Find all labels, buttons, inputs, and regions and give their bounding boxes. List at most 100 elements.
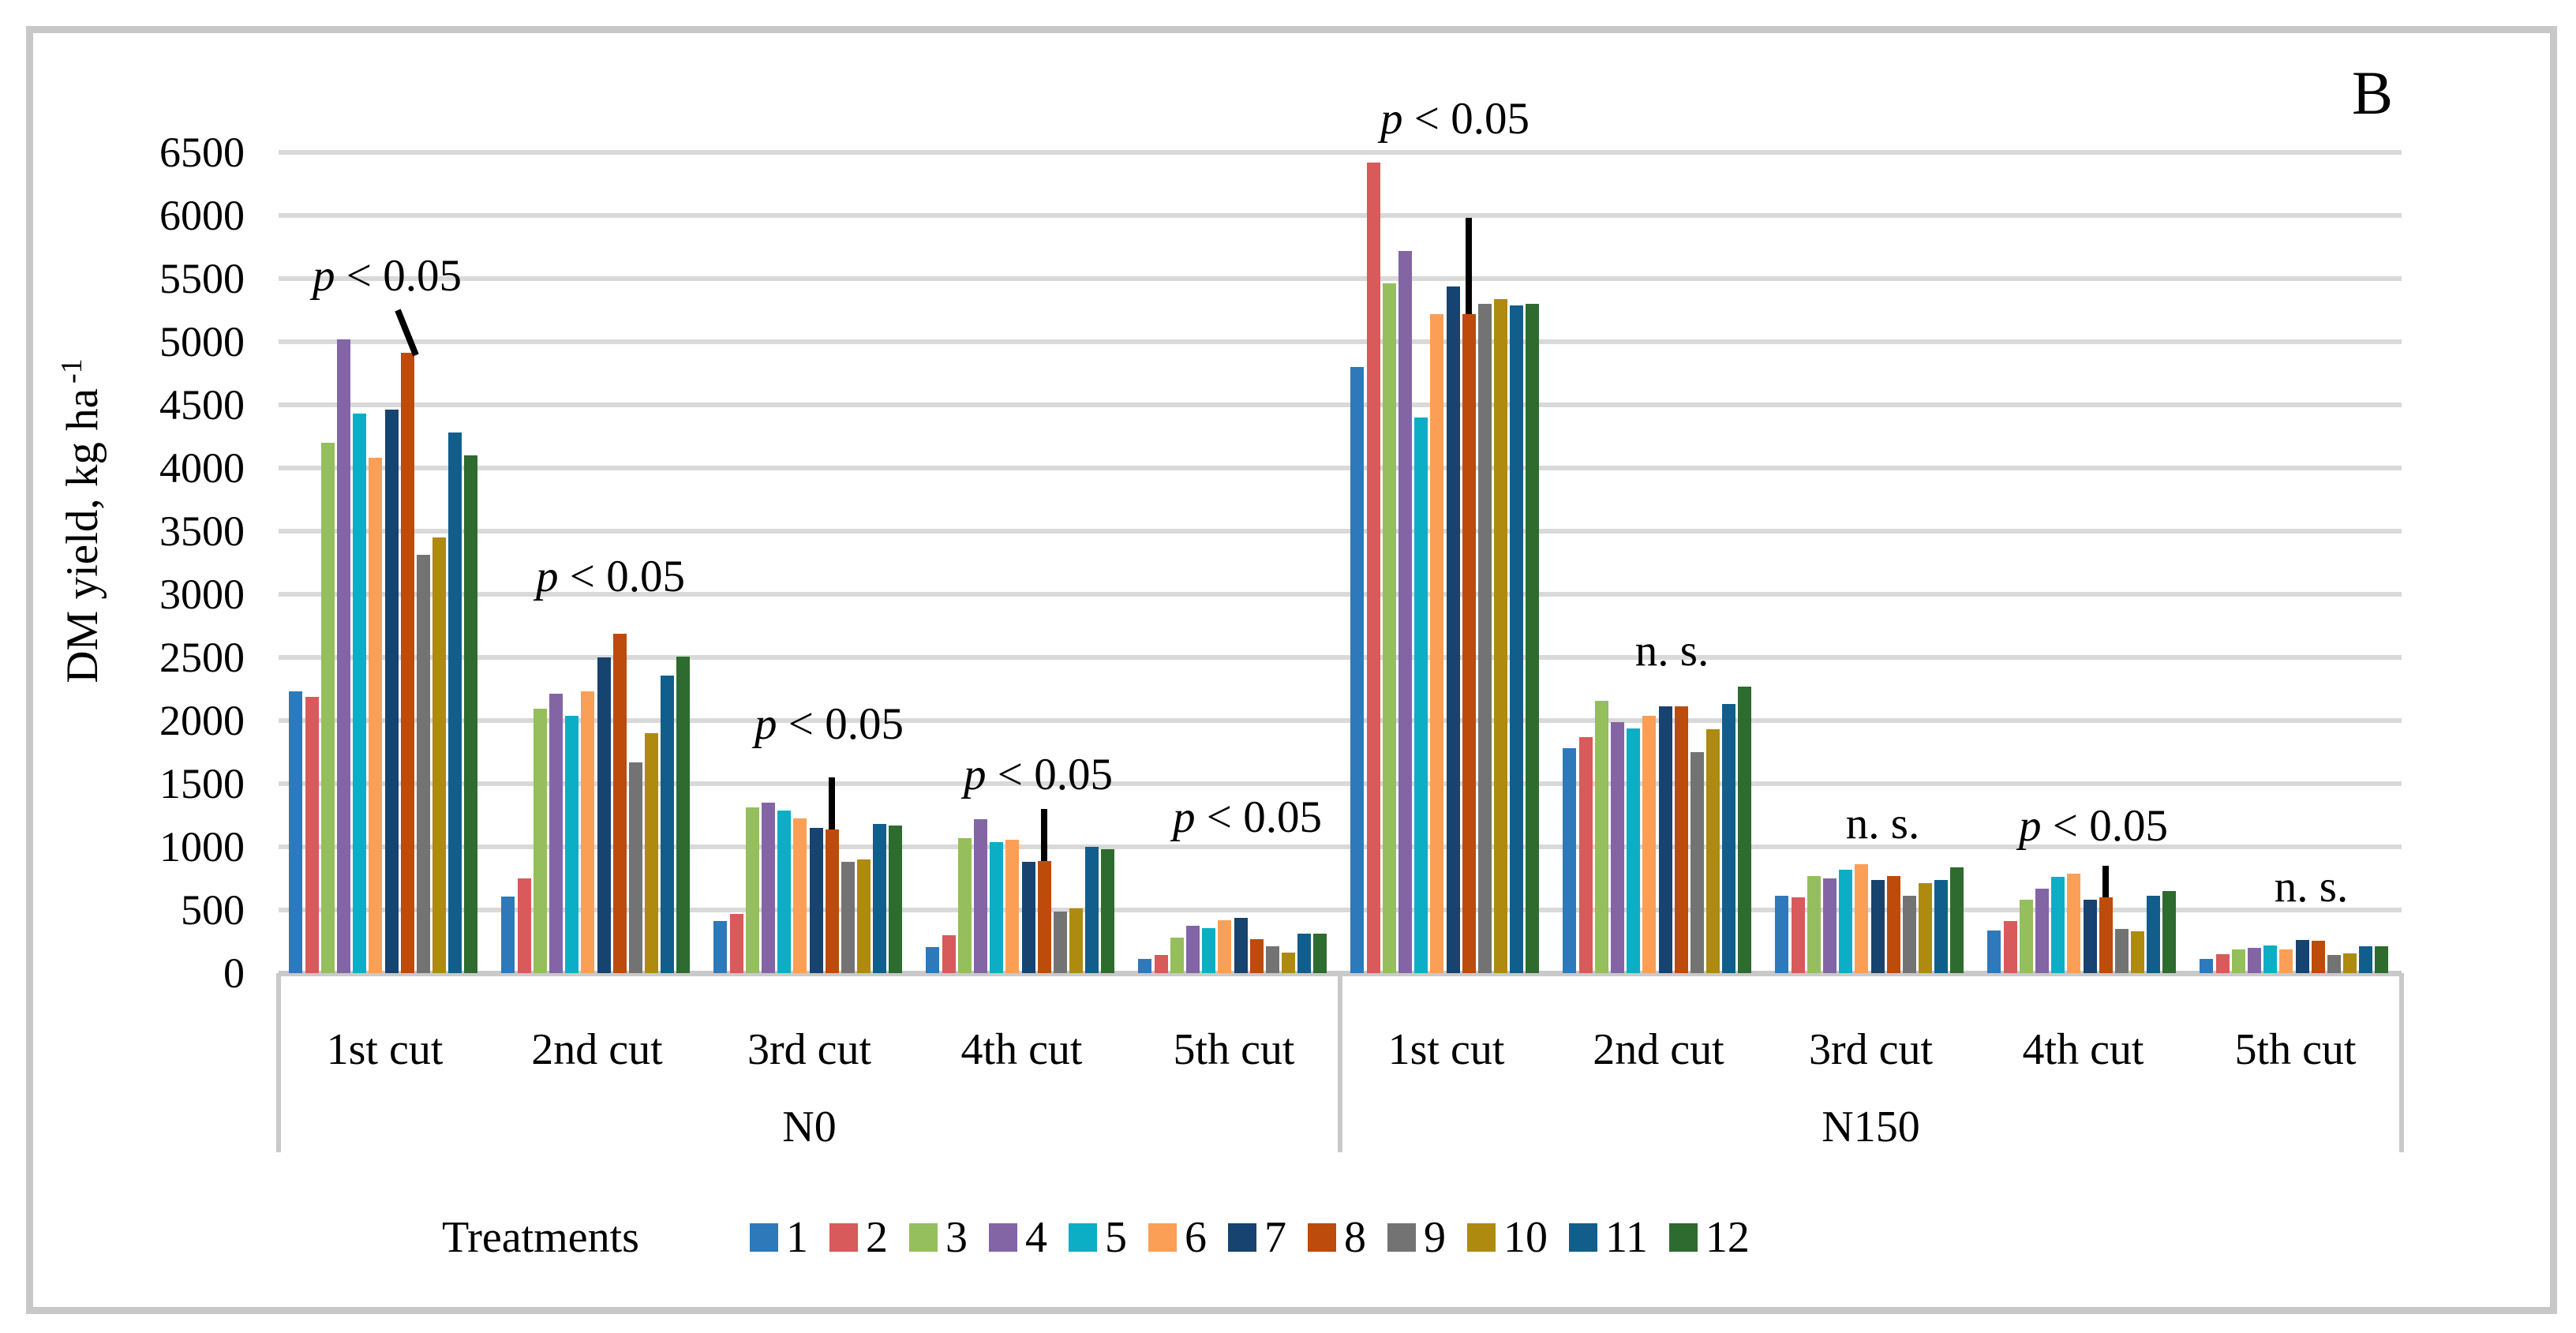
bar-treatment-12-cat-2 xyxy=(676,657,691,973)
x-category-label-6: 1st cut xyxy=(1387,1025,1505,1074)
bar-treatment-10-cat-4 xyxy=(1069,908,1083,973)
legend-swatch-11 xyxy=(1569,1223,1597,1252)
bar-treatment-6-cat-1 xyxy=(369,458,383,973)
bar-treatment-1-cat-3 xyxy=(713,921,728,973)
legend-label-9: 9 xyxy=(1424,1213,1446,1262)
gridline-4000 xyxy=(279,466,2402,470)
legend-label-12: 12 xyxy=(1705,1213,1750,1262)
error-bar-cat-6 xyxy=(1466,218,1473,314)
bar-treatment-4-cat-3 xyxy=(761,803,775,973)
bar-treatment-9-cat-7 xyxy=(1690,752,1704,973)
gridline-6000 xyxy=(279,213,2402,218)
legend-item-11: 11 xyxy=(1569,1212,1648,1263)
gridline-4500 xyxy=(279,403,2402,407)
bar-treatment-11-cat-4 xyxy=(1085,847,1099,973)
bar-treatment-6-cat-7 xyxy=(1642,715,1657,973)
legend-items: 1 2 3 4 5 6 7 8 9 10 11 12 xyxy=(750,1206,1771,1269)
legend-swatch-12 xyxy=(1668,1223,1698,1252)
legend-item-8: 8 xyxy=(1308,1212,1366,1263)
panel-letter-label: B xyxy=(2351,58,2394,127)
legend-label-4: 4 xyxy=(1025,1213,1047,1262)
legend-item-1: 1 xyxy=(750,1212,808,1263)
error-bar-cat-9 xyxy=(2102,866,2110,897)
legend-item-9: 9 xyxy=(1387,1212,1446,1263)
bar-treatment-9-cat-10 xyxy=(2327,954,2341,973)
y-tick-label-2000: 2000 xyxy=(159,697,245,744)
legend-item-5: 5 xyxy=(1069,1212,1127,1263)
legend-title: Treatments xyxy=(442,1213,639,1262)
gridline-1000 xyxy=(279,844,2402,849)
legend-item-10: 10 xyxy=(1467,1212,1548,1263)
significance-annotation-4: p < 0.05 xyxy=(964,749,1113,799)
bar-treatment-11-cat-8 xyxy=(1934,879,1949,973)
significance-annotation-5: p < 0.05 xyxy=(1173,792,1322,843)
bar-treatment-9-cat-2 xyxy=(628,762,642,973)
legend-item-3: 3 xyxy=(909,1212,968,1263)
bar-treatment-8-cat-2 xyxy=(612,633,627,973)
bar-treatment-4-cat-4 xyxy=(973,818,987,973)
bar-treatment-9-cat-1 xyxy=(416,555,430,973)
legend-swatch-8 xyxy=(1308,1223,1336,1252)
gridline-2500 xyxy=(279,655,2402,660)
bar-treatment-4-cat-6 xyxy=(1398,250,1412,973)
bar-treatment-8-cat-3 xyxy=(825,829,839,973)
significance-annotation-8: n. s. xyxy=(1845,799,1920,849)
significance-annotation-7: n. s. xyxy=(1634,626,1709,676)
bar-treatment-6-cat-5 xyxy=(1218,919,1232,973)
x-category-label-9: 4th cut xyxy=(2022,1025,2144,1074)
bar-treatment-2-cat-7 xyxy=(1578,736,1593,973)
bar-treatment-11-cat-5 xyxy=(1297,934,1312,973)
bar-treatment-1-cat-5 xyxy=(1138,959,1152,973)
bar-treatment-5-cat-6 xyxy=(1414,417,1428,973)
bar-treatment-5-cat-5 xyxy=(1202,928,1216,973)
legend-swatch-9 xyxy=(1387,1223,1416,1252)
bar-treatment-12-cat-4 xyxy=(1101,849,1115,973)
bar-treatment-10-cat-9 xyxy=(2131,931,2144,973)
gridline-5000 xyxy=(279,339,2402,344)
bar-treatment-1-cat-4 xyxy=(926,947,940,973)
bar-treatment-9-cat-3 xyxy=(841,862,855,973)
x-category-label-4: 4th cut xyxy=(960,1025,1083,1074)
error-bar-cat-4 xyxy=(1041,809,1048,862)
legend-swatch-2 xyxy=(829,1223,858,1252)
legend-item-4: 4 xyxy=(989,1212,1047,1263)
significance-annotation-2: p < 0.05 xyxy=(536,551,685,601)
bar-treatment-2-cat-2 xyxy=(517,878,531,973)
figure-border xyxy=(26,26,2557,1314)
bar-treatment-7-cat-6 xyxy=(1446,286,1460,973)
legend-label-7: 7 xyxy=(1264,1213,1286,1262)
legend-swatch-6 xyxy=(1148,1223,1177,1252)
bar-treatment-2-cat-9 xyxy=(2003,921,2017,973)
gridline-5500 xyxy=(279,276,2402,281)
bar-treatment-6-cat-10 xyxy=(2279,949,2293,973)
annotation-p-italic: p xyxy=(536,551,559,601)
bar-treatment-5-cat-2 xyxy=(565,715,579,973)
legend-swatch-5 xyxy=(1069,1223,1097,1252)
bar-treatment-5-cat-8 xyxy=(1839,869,1853,973)
bar-treatment-10-cat-6 xyxy=(1494,298,1507,973)
bar-treatment-4-cat-9 xyxy=(2035,888,2049,973)
bar-treatment-3-cat-10 xyxy=(2231,949,2245,973)
bar-treatment-6-cat-2 xyxy=(581,691,595,973)
bar-treatment-9-cat-9 xyxy=(2114,929,2129,973)
bar-treatment-11-cat-6 xyxy=(1510,305,1524,973)
bar-treatment-11-cat-2 xyxy=(661,676,675,973)
x-category-label-5: 5th cut xyxy=(1173,1025,1295,1074)
bar-treatment-7-cat-4 xyxy=(1021,862,1035,973)
bar-treatment-8-cat-7 xyxy=(1674,706,1688,973)
bar-treatment-3-cat-2 xyxy=(533,708,547,973)
bar-treatment-10-cat-2 xyxy=(645,733,658,973)
y-tick-label-5500: 5500 xyxy=(159,255,245,302)
y-tick-label-4500: 4500 xyxy=(159,381,245,429)
bar-treatment-12-cat-8 xyxy=(1950,867,1964,973)
bar-treatment-2-cat-6 xyxy=(1366,162,1380,973)
bar-treatment-8-cat-4 xyxy=(1037,861,1051,973)
bar-treatment-4-cat-2 xyxy=(549,693,563,973)
bar-treatment-7-cat-1 xyxy=(384,410,399,973)
bar-treatment-1-cat-8 xyxy=(1775,896,1789,973)
y-tick-label-5000: 5000 xyxy=(159,318,245,365)
gridline-6500 xyxy=(279,150,2402,155)
bar-treatment-11-cat-1 xyxy=(448,432,462,973)
axis-tier-separator-3 xyxy=(2399,973,2404,1152)
